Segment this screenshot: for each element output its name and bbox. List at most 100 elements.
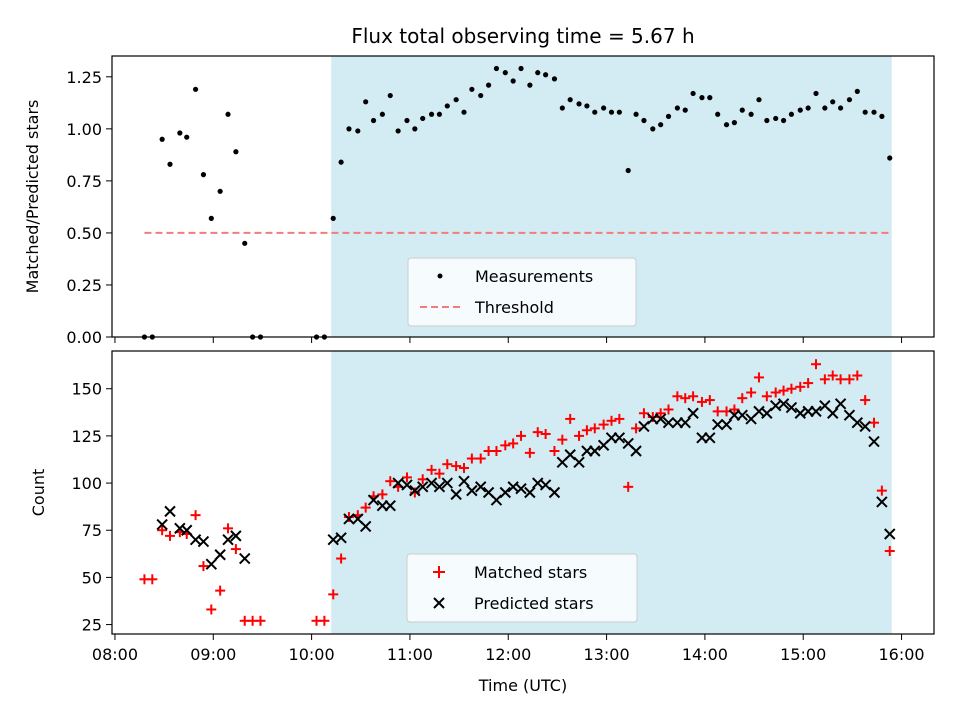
matched-star-point (532, 427, 543, 438)
predicted-star-point (589, 445, 601, 457)
measurement-point (387, 92, 393, 99)
measurement-point (584, 103, 590, 109)
matched-star-point (434, 468, 445, 479)
measurement-point (242, 240, 248, 246)
predicted-star-point (859, 420, 871, 433)
matched-stars-legend-label: Matched stars (474, 563, 587, 582)
measurement-point (518, 65, 524, 72)
top-y-tick-label: 1.25 (66, 68, 102, 87)
predicted-star-point (785, 401, 798, 414)
matched-star-point (663, 404, 674, 415)
matched-star-point (876, 485, 887, 496)
predicted-star-point (720, 418, 733, 431)
x-tick-label: 14:00 (682, 645, 728, 664)
measurement-point (444, 103, 450, 109)
measurement-point (633, 111, 639, 117)
predicted-star-point (156, 518, 168, 531)
measurement-point (543, 72, 549, 78)
matched-star-point (712, 406, 723, 417)
bottom-y-tick-label: 75 (82, 521, 102, 540)
measurement-point (527, 82, 533, 88)
measurement-point (592, 109, 598, 115)
matched-star-point (343, 512, 354, 523)
matched-star-point (852, 370, 863, 381)
predicted-stars-legend-marker (433, 597, 445, 609)
top-y-axis-label: Matched/Predicted stars (23, 100, 42, 294)
predicted-star-point (777, 398, 790, 410)
measurement-point (395, 128, 401, 134)
matched-star-point (451, 461, 462, 472)
matched-star-point (844, 374, 855, 385)
predicted-star-point (392, 477, 404, 489)
matched-star-point (803, 378, 814, 389)
matched-star-point (623, 481, 634, 492)
predicted-stars-legend-label: Predicted stars (474, 594, 594, 613)
matched-star-point (746, 387, 757, 398)
measurement-point (493, 65, 500, 72)
matched-star-point (795, 381, 806, 392)
matched-star-point (165, 530, 176, 541)
measurement-point (200, 172, 207, 178)
x-tick-label: 09:00 (190, 645, 236, 664)
matched-star-point (655, 408, 666, 419)
matched-stars-legend-marker (433, 566, 445, 578)
bottom-legend-box (406, 553, 638, 623)
measurement-point (650, 126, 656, 132)
matched-star-point (614, 413, 625, 424)
measurement-point (502, 70, 508, 76)
matched-star-point (638, 408, 649, 419)
x-tick-label: 10:00 (289, 645, 335, 664)
measurement-point (837, 105, 844, 111)
predicted-star-point (884, 528, 896, 540)
measurement-point (559, 105, 565, 111)
matched-stars-points (139, 359, 895, 626)
measurement-point (773, 115, 779, 122)
matched-star-point (631, 423, 642, 434)
matched-star-point (860, 395, 871, 406)
measurement-point (846, 97, 853, 103)
measurement-point (822, 105, 828, 111)
matched-star-point (827, 370, 838, 381)
matched-star-point (680, 393, 691, 404)
measurement-point (764, 117, 770, 124)
predicted-star-point (736, 409, 748, 421)
measurement-point (233, 149, 239, 155)
matched-star-point (360, 502, 371, 513)
bottom-panel: 25 50 75 100 125 150 08:00 09:00 10:00 11:00 12:0… (29, 350, 935, 695)
measurement-point (739, 107, 745, 113)
bottom-y-tick-label: 25 (82, 616, 102, 635)
matched-star-point (753, 372, 764, 383)
measurement-point (370, 117, 377, 124)
measurement-point (707, 95, 713, 101)
x-tick-label: 11:00 (387, 645, 433, 664)
predicted-star-point (441, 477, 453, 489)
x-axis-label: Time (UTC) (478, 676, 567, 695)
measurement-point (674, 105, 680, 111)
measurement-point (887, 155, 893, 161)
matched-star-point (328, 589, 339, 600)
measurement-points (141, 65, 893, 340)
predicted-stars-points (156, 398, 896, 570)
measurement-point (535, 70, 541, 76)
measurement-point (338, 159, 344, 165)
x-tick-label: 12:00 (485, 645, 531, 664)
measurement-point (217, 188, 223, 194)
predicted-star-point (174, 522, 186, 535)
measurement-point (797, 107, 803, 113)
measurement-point (404, 117, 410, 124)
matched-star-point (835, 374, 846, 385)
matched-star-point (223, 523, 234, 534)
predicted-star-point (687, 407, 699, 419)
measurement-point (616, 109, 622, 115)
measurements-legend-label: Measurements (475, 267, 593, 286)
predicted-star-point (164, 505, 176, 518)
measurement-point (682, 107, 688, 113)
matched-star-point (574, 430, 585, 441)
measurement-point (485, 82, 492, 88)
matched-star-point (466, 453, 477, 464)
predicted-star-point (711, 418, 724, 431)
top-y-ticks: 0.00 0.25 0.50 0.75 1.00 1.25 (66, 68, 112, 347)
predicted-star-point (662, 416, 675, 429)
predicted-star-point (654, 413, 667, 425)
